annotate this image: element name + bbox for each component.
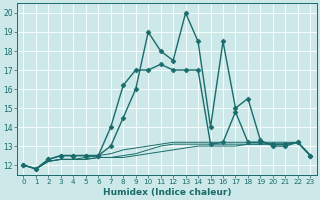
X-axis label: Humidex (Indice chaleur): Humidex (Indice chaleur) bbox=[103, 188, 231, 197]
